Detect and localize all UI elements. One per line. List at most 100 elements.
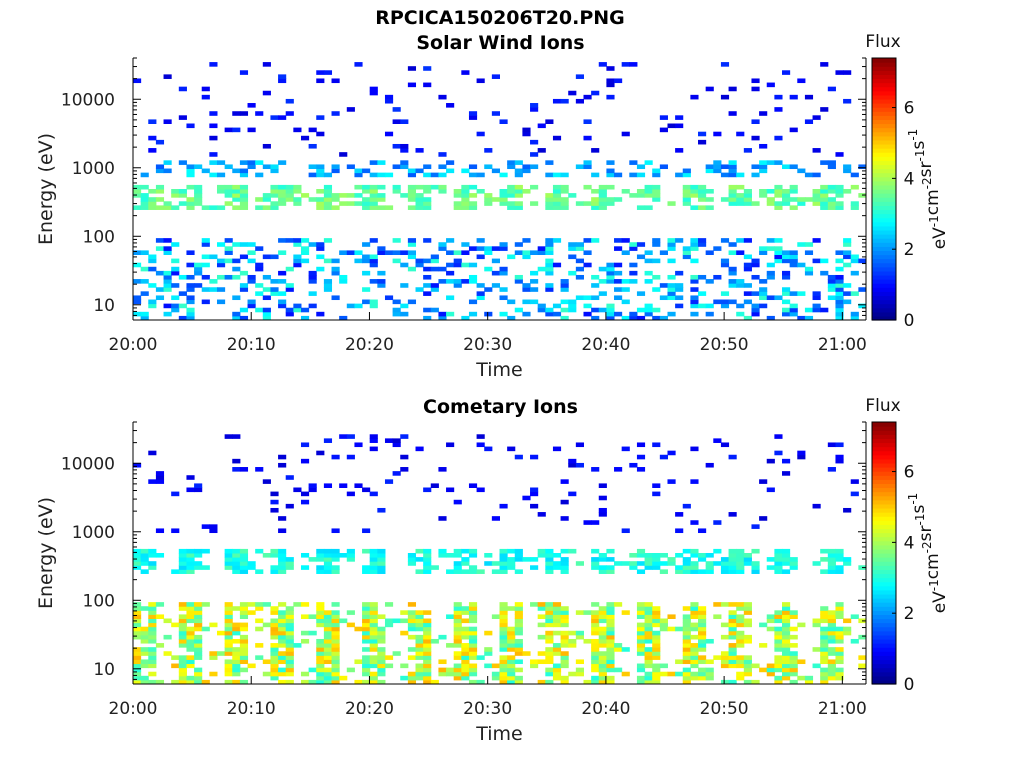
- spectrogram-cell: [300, 135, 310, 141]
- spectrogram-cell: [148, 622, 157, 628]
- spectrogram-cell: [636, 630, 646, 636]
- spectrogram-cell: [278, 622, 287, 628]
- spectrogram-cell: [629, 553, 638, 558]
- spectrogram-cell: [201, 679, 210, 685]
- spectrogram-cell: [843, 250, 852, 255]
- spectrogram-cell: [522, 127, 531, 133]
- spectrogram-cell: [415, 610, 424, 615]
- colorbar-swatch: [872, 229, 896, 235]
- colorbar-swatch: [872, 283, 896, 288]
- spectrogram-cell: [629, 561, 638, 566]
- spectrogram-cell: [453, 610, 462, 615]
- spectrogram-cell: [789, 614, 798, 619]
- spectrogram-cell: [621, 561, 630, 566]
- spectrogram-cell: [644, 553, 653, 558]
- spectrogram-cell: [476, 254, 485, 260]
- spectrogram-cell: [545, 242, 554, 247]
- spectrogram-cell: [400, 675, 409, 681]
- spectrogram-cell: [705, 553, 714, 558]
- colorbar-swatch: [872, 638, 896, 644]
- unit-base: cm: [923, 189, 943, 215]
- spectrogram-cell: [239, 651, 249, 656]
- spectrogram-cell: [652, 557, 661, 562]
- spectrogram-cell: [560, 659, 569, 665]
- spectrogram-cell: [278, 454, 287, 460]
- spectrogram-cell: [736, 197, 745, 202]
- spectrogram-cell: [545, 160, 554, 165]
- spectrogram-cell: [155, 164, 165, 170]
- spectrogram-cell: [133, 679, 142, 685]
- spectrogram-cell: [545, 602, 554, 607]
- colorbar-swatch: [872, 548, 896, 554]
- spectrogram-cell: [415, 569, 424, 574]
- colorbar-swatch: [872, 467, 896, 472]
- spectrogram-cell: [789, 184, 798, 190]
- spectrogram-cell: [682, 667, 691, 673]
- spectrogram-cell: [239, 647, 249, 652]
- spectrogram-cell: [720, 197, 730, 202]
- spectrogram-cell: [514, 667, 523, 673]
- spectrogram-cell: [598, 671, 607, 677]
- spectrogram-cell: [782, 307, 791, 313]
- spectrogram-cell: [514, 279, 523, 284]
- spectrogram-cell: [323, 626, 333, 632]
- spectrogram-cell: [232, 630, 241, 636]
- spectrogram-cell: [255, 246, 264, 251]
- spectrogram-cell: [407, 82, 417, 88]
- spectrogram-cell: [682, 651, 691, 656]
- spectrogram-cell: [354, 168, 363, 174]
- spectrogram-cell: [331, 270, 340, 276]
- colorbar-swatch: [872, 434, 896, 439]
- spectrogram-cell: [224, 250, 233, 255]
- spectrogram-cell: [331, 553, 340, 558]
- spectrogram-cell: [537, 602, 546, 607]
- spectrogram-cell: [239, 638, 249, 644]
- spectrogram-cell: [239, 242, 249, 247]
- spectrogram-cell: [148, 201, 157, 206]
- spectrogram-cell: [606, 184, 615, 190]
- spectrogram-cell: [270, 184, 279, 190]
- spectrogram-cell: [560, 205, 569, 210]
- spectrogram-cell: [316, 553, 325, 558]
- spectrogram-cell: [598, 630, 607, 636]
- spectrogram-cell: [728, 197, 737, 202]
- spectrogram-cell: [766, 189, 775, 194]
- spectrogram-cell: [155, 205, 165, 210]
- spectrogram-cell: [270, 655, 279, 660]
- spectrogram-cell: [285, 655, 294, 660]
- spectrogram-cell: [446, 442, 455, 448]
- spectrogram-cell: [224, 606, 233, 611]
- spectrogram-cell: [659, 115, 668, 120]
- spectrogram-cell: [812, 197, 821, 202]
- x-tick-label: 20:40: [581, 335, 630, 355]
- spectrogram-cell: [209, 651, 218, 656]
- spectrogram-cell: [362, 242, 371, 247]
- spectrogram-cell: [255, 160, 264, 165]
- spectrogram-cell: [728, 168, 737, 174]
- spectrogram-cell: [285, 557, 294, 562]
- spectrogram-cell: [652, 647, 661, 652]
- spectrogram-cell: [728, 512, 737, 517]
- spectrogram-cell: [858, 655, 867, 660]
- spectrogram-cell: [423, 618, 432, 624]
- spectrogram-cell: [133, 295, 142, 301]
- spectrogram-cell: [468, 262, 478, 268]
- spectrogram-cell: [316, 205, 325, 210]
- spectrogram-cell: [614, 561, 623, 566]
- spectrogram-cell: [705, 311, 714, 317]
- spectrogram-cell: [339, 279, 348, 284]
- spectrogram-cell: [407, 634, 417, 640]
- spectrogram-cell: [239, 254, 249, 260]
- spectrogram-cell: [285, 197, 294, 202]
- spectrogram-cell: [598, 655, 607, 660]
- spectrogram-cell: [636, 643, 646, 648]
- spectrogram-cell: [774, 557, 783, 562]
- colorbar-unit-label: eV-1cm-2sr-1s-1: [906, 129, 950, 250]
- spectrogram-cell: [682, 548, 691, 554]
- spectrogram-cell: [835, 454, 844, 460]
- spectrogram-cell: [797, 454, 806, 460]
- spectrogram-cell: [682, 201, 691, 206]
- spectrogram-cell: [255, 602, 264, 607]
